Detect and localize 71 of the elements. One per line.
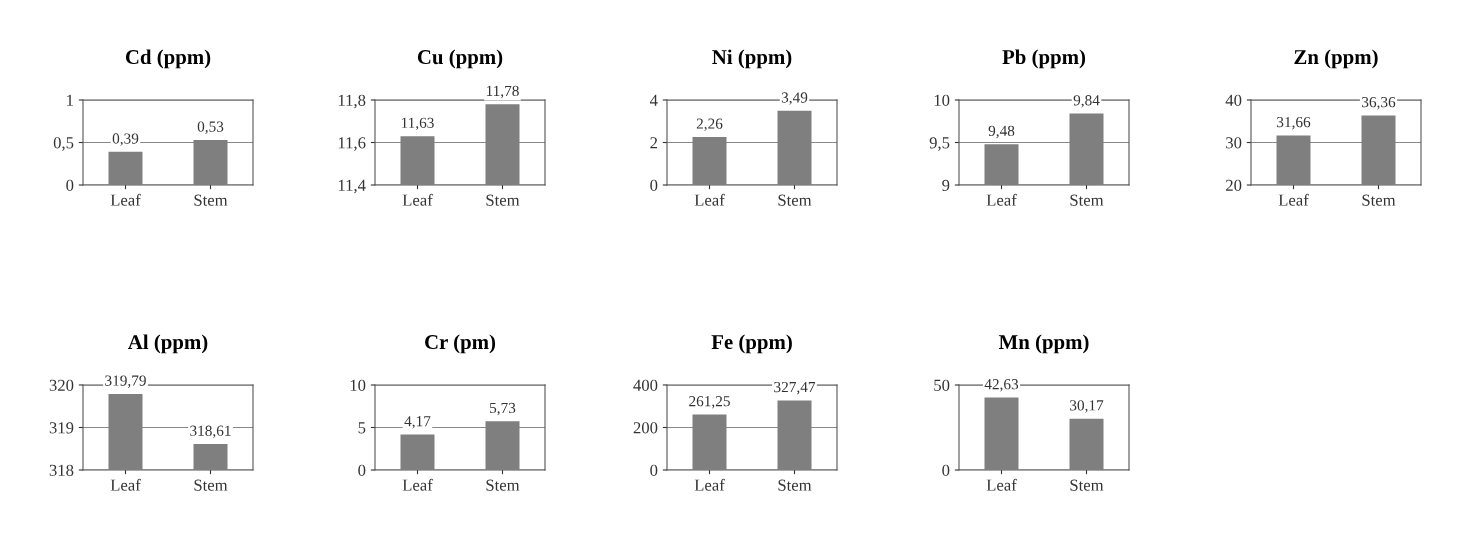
x-tick-label: Leaf — [110, 478, 141, 491]
y-tick-label: 0 — [650, 179, 658, 191]
y-tick-label: 9 — [942, 179, 950, 191]
x-tick-label: Stem — [1070, 194, 1104, 206]
data-label: 42,63 — [984, 379, 1019, 392]
x-tick-label: Stem — [486, 479, 520, 491]
y-tick-label: 40 — [1225, 94, 1242, 106]
y-tick-label: 11,8 — [338, 94, 366, 109]
y-tick-label: 0 — [942, 464, 950, 476]
chart-title: Cd (ppm) — [125, 49, 211, 69]
chart-title: Cu (ppm) — [417, 49, 503, 69]
y-tick-label: 10 — [934, 94, 950, 106]
x-tick-label: Leaf — [1278, 193, 1309, 206]
data-label: 11,63 — [401, 117, 434, 131]
data-label: 9,48 — [988, 125, 1015, 139]
data-label: 0,39 — [112, 133, 139, 146]
y-tick-label: 0,5 — [53, 137, 74, 151]
data-label: 36,36 — [1362, 97, 1396, 110]
data-label: 327,47 — [774, 381, 816, 395]
x-tick-label: Leaf — [986, 193, 1017, 206]
y-tick-label: 320 — [49, 379, 74, 391]
y-tick-label: 200 — [633, 422, 658, 434]
x-tick-label: Stem — [194, 194, 228, 206]
x-tick-label: Stem — [778, 479, 812, 491]
chart-title: Ni (ppm) — [712, 49, 792, 69]
x-tick-label: Leaf — [110, 193, 141, 206]
data-label: 9,84 — [1073, 95, 1100, 108]
x-tick-label: Stem — [194, 479, 228, 491]
y-tick-label: 400 — [633, 379, 658, 391]
x-tick-label: Leaf — [402, 478, 433, 491]
y-tick-label: 319 — [49, 422, 74, 434]
x-tick-label: Stem — [1070, 479, 1104, 491]
x-tick-label: Stem — [486, 194, 520, 206]
y-tick-label: 5 — [358, 422, 366, 434]
data-label: 319,79 — [105, 375, 146, 388]
data-label: 4,17 — [404, 416, 431, 429]
chart-title: Al (ppm) — [127, 334, 208, 354]
y-tick-label: 4 — [649, 94, 658, 106]
data-label: 30,17 — [1070, 400, 1104, 413]
chart-title: Pb (ppm) — [1002, 49, 1086, 69]
y-tick-label: 318 — [49, 464, 74, 476]
y-tick-label: 9,5 — [929, 137, 950, 151]
y-tick-label: 0 — [358, 464, 366, 476]
data-label: 0,53 — [197, 121, 224, 134]
data-label: 318,61 — [190, 425, 231, 439]
data-label: 2,26 — [696, 118, 723, 131]
data-label: 5,73 — [490, 402, 516, 416]
data-label: 11,78 — [486, 85, 519, 99]
data-label: 3,49 — [781, 92, 808, 105]
y-tick-label: 2 — [650, 137, 658, 149]
x-tick-label: Stem — [778, 194, 812, 206]
y-tick-label: 11,6 — [338, 137, 366, 151]
chart-title: Zn (ppm) — [1294, 49, 1378, 69]
x-tick-label: Stem — [1362, 194, 1396, 206]
x-tick-label: Leaf — [694, 193, 725, 206]
chart-title: Cr (pm) — [425, 334, 496, 354]
data-label: 31,66 — [1277, 116, 1311, 130]
y-tick-label: 1 — [67, 94, 73, 106]
y-tick-label: 11,4 — [338, 179, 366, 194]
data-label: 261,25 — [689, 396, 730, 409]
y-tick-label: 10 — [350, 379, 366, 391]
chart-title: Mn (ppm) — [998, 334, 1089, 354]
x-tick-label: Leaf — [402, 193, 433, 206]
y-tick-label: 0 — [650, 464, 658, 476]
y-tick-label: 30 — [1226, 137, 1242, 149]
x-tick-label: Leaf — [986, 478, 1017, 491]
x-tick-label: Leaf — [694, 478, 725, 491]
y-tick-label: 0 — [66, 179, 74, 191]
y-tick-label: 20 — [1226, 179, 1242, 191]
chart-title: Fe (ppm) — [711, 334, 792, 354]
y-tick-label: 50 — [934, 379, 950, 391]
